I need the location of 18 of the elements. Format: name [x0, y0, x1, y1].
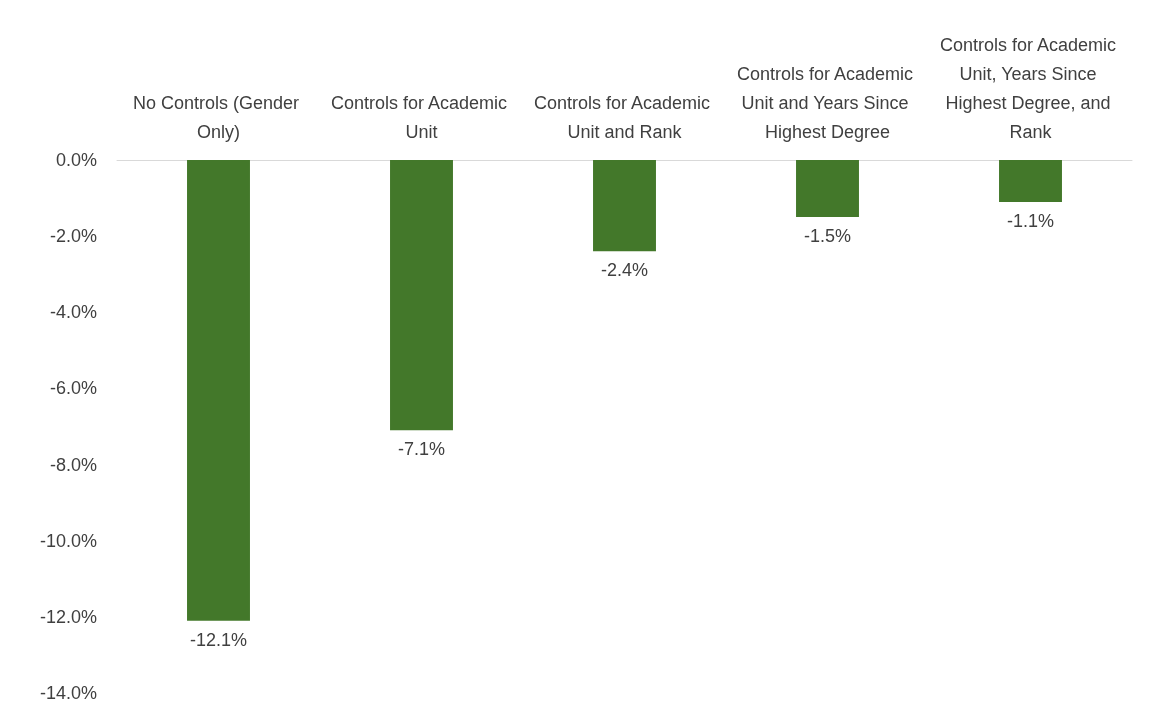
y-tick-label: -4.0% — [49, 302, 97, 323]
x-tick-label: No Controls (Gender Only) — [132, 92, 305, 142]
y-tick-label: -12.0% — [39, 606, 97, 627]
y-tick-label: -6.0% — [49, 378, 97, 399]
data-label: -1.5% — [803, 226, 852, 247]
y-tick-label: 0.0% — [55, 150, 97, 170]
x-tick-label: Controls for Academic Unit and Rank — [533, 92, 716, 142]
y-tick-label: -2.0% — [49, 226, 97, 247]
x-tick-label: Controls for Academic Unit — [330, 92, 513, 142]
data-label: -7.1% — [397, 439, 446, 460]
y-tick-label: -10.0% — [39, 530, 97, 551]
y-tick-label: -8.0% — [49, 454, 97, 475]
data-label: -12.1% — [189, 629, 248, 650]
x-tick-label: Controls for Academic Unit and Years Since Highest Degree — [736, 63, 919, 142]
x-tick-label: Controls for Academic Unit, Years Since Highest Degree, and Rank — [939, 34, 1122, 142]
data-label: -1.1% — [1006, 210, 1055, 231]
data-label: -2.4% — [600, 260, 649, 281]
y-tick-label: -14.0% — [39, 683, 97, 703]
